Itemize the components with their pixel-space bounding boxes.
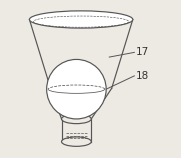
Ellipse shape xyxy=(62,114,91,124)
Ellipse shape xyxy=(62,137,91,146)
Ellipse shape xyxy=(30,11,133,28)
Circle shape xyxy=(47,59,106,119)
Text: 17: 17 xyxy=(136,47,149,57)
Text: 18: 18 xyxy=(136,71,149,81)
